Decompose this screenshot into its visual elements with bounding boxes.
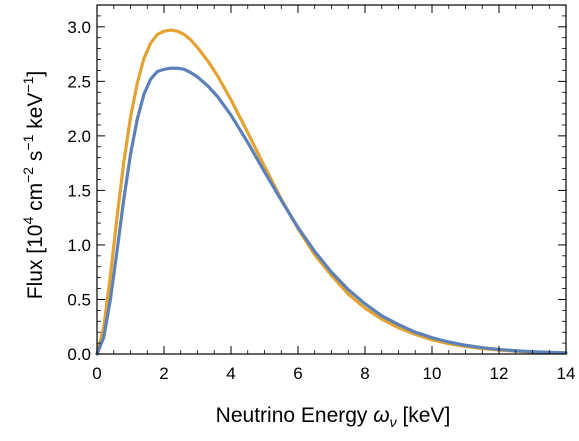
axis-ticks <box>96 4 567 355</box>
y-tick-label-2: 1.0 <box>67 236 91 255</box>
y-axis-label-part2: cm <box>24 183 47 217</box>
series-line-0 <box>95 28 568 356</box>
plot-area <box>95 28 568 356</box>
y-axis-label-sup3: −1 <box>20 134 36 150</box>
series-line-1 <box>95 66 568 356</box>
x-axis-label-omega-sub: ν <box>390 414 397 430</box>
x-tick-label-4: 8 <box>360 364 369 383</box>
y-axis-label-part3: s <box>24 151 47 167</box>
y-axis-label-part4: keV <box>24 93 47 135</box>
x-tick-label-1: 2 <box>159 364 168 383</box>
x-tick-label-0: 0 <box>92 364 101 383</box>
x-tick-label-6: 12 <box>490 364 509 383</box>
y-axis-label-part1: Flux [10 <box>24 225 47 300</box>
x-axis-label-omega: ω <box>373 404 389 427</box>
y-axis-label: Flux [104 cm−2 s−1 keV−1] <box>20 71 47 299</box>
x-axis-label-main: Neutrino Energy <box>216 404 374 427</box>
y-axis-label-sup4: −1 <box>20 76 36 92</box>
y-tick-label-3: 1.5 <box>67 181 91 200</box>
y-tick-label-1: 0.5 <box>67 290 91 309</box>
y-tick-label-4: 2.0 <box>67 127 91 146</box>
x-axis-label: Neutrino Energy ων [keV] <box>216 404 451 430</box>
x-tick-label-5: 10 <box>423 364 442 383</box>
y-axis-label-sup2: −2 <box>20 167 36 183</box>
y-tick-label-5: 2.5 <box>67 72 91 91</box>
x-tick-label-7: 14 <box>557 364 576 383</box>
y-tick-label-6: 3.0 <box>67 18 91 37</box>
x-tick-label-2: 4 <box>226 364 235 383</box>
plot-frame <box>96 4 567 355</box>
x-axis-label-unit: [keV] <box>397 404 451 427</box>
tick-labels: 0 2 4 6 8 10 12 14 0.0 0.5 1.0 1.5 2.0 2.5 3.0 <box>67 18 575 383</box>
plot-border <box>96 4 567 355</box>
x-tick-label-3: 6 <box>293 364 302 383</box>
y-axis-label-sup1: 4 <box>20 217 36 225</box>
y-axis-label-part5: ] <box>24 71 47 77</box>
y-tick-label-0: 0.0 <box>67 345 91 364</box>
